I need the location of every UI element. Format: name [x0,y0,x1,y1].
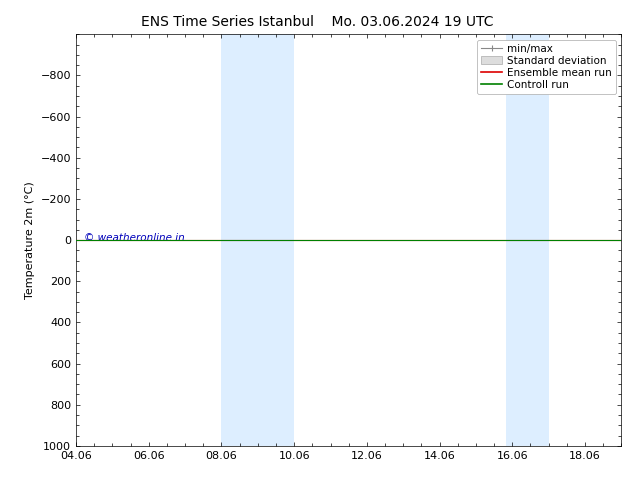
Bar [506,34,548,446]
Text: © weatheronline.in: © weatheronline.in [84,233,185,243]
Y-axis label: Temperature 2m (°C): Temperature 2m (°C) [25,181,35,299]
Legend: min/max, Standard deviation, Ensemble mean run, Controll run: min/max, Standard deviation, Ensemble me… [477,40,616,94]
Bar [221,34,294,446]
Text: ENS Time Series Istanbul    Mo. 03.06.2024 19 UTC: ENS Time Series Istanbul Mo. 03.06.2024 … [141,15,493,29]
